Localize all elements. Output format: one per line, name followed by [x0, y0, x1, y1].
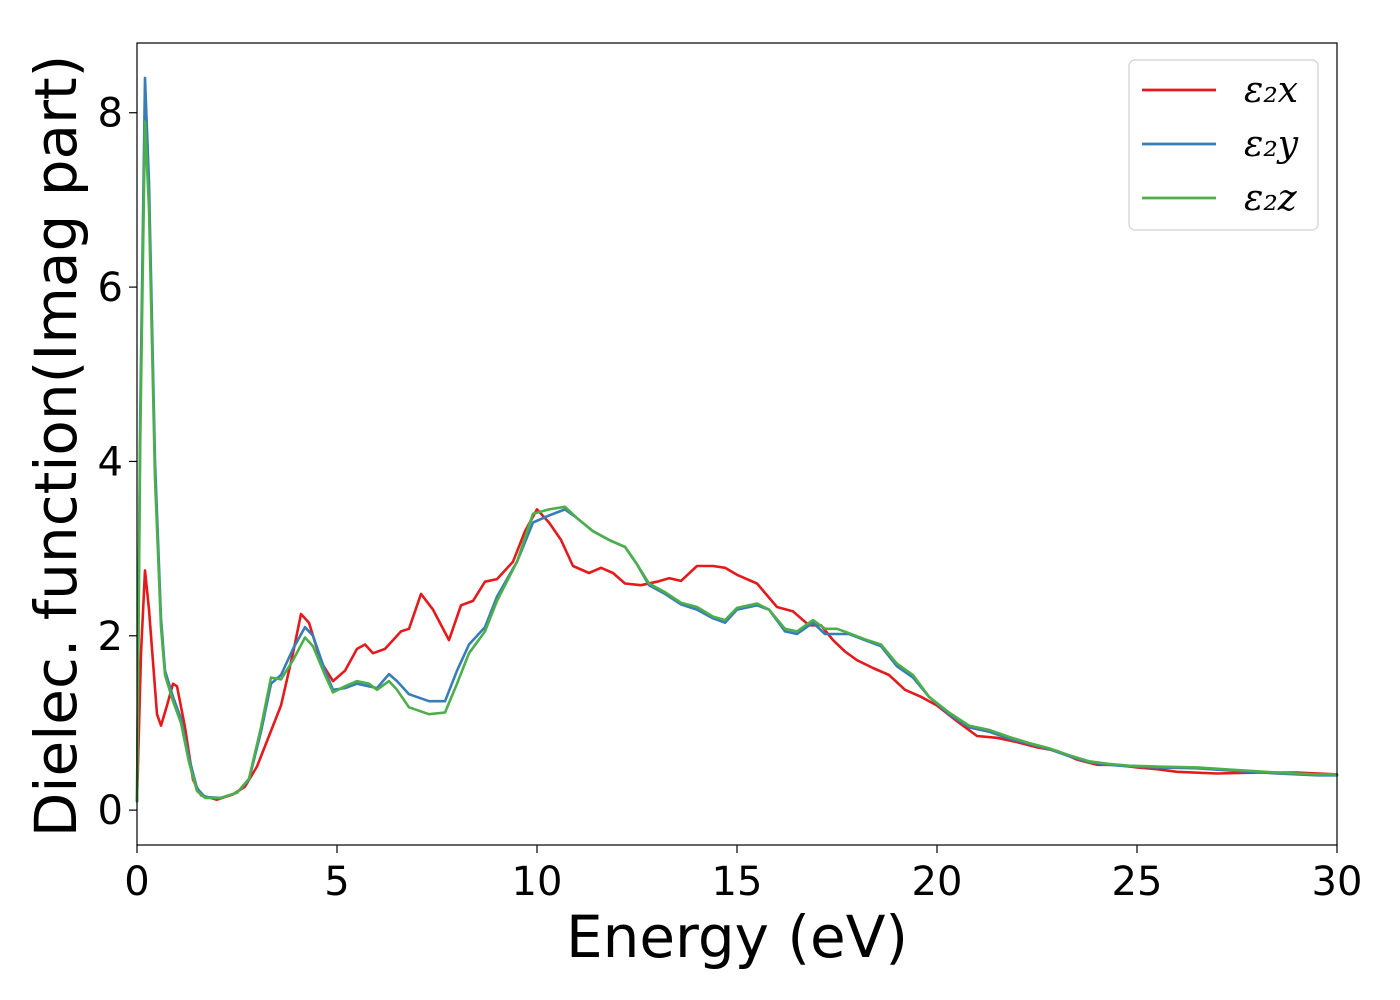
y-tick-label: 6 — [98, 265, 123, 311]
series-line-3 — [135, 120, 1339, 803]
x-tick-label: 5 — [324, 859, 349, 905]
x-tick-label: 20 — [912, 859, 963, 905]
legend-entry-2: ε₂y — [1244, 124, 1299, 165]
legend-box — [1128, 59, 1319, 231]
y-tick-label: 4 — [98, 439, 123, 485]
x-tick-label: 25 — [1112, 859, 1163, 905]
x-axis-label: Energy (eV) — [566, 903, 908, 971]
y-tick-label: 0 — [98, 788, 123, 834]
legend-entry-3: ε₂z — [1244, 178, 1298, 219]
y-tick-label: 2 — [98, 614, 123, 660]
legend-entry-1: ε₂x — [1244, 70, 1298, 111]
x-tick-label: 15 — [712, 859, 763, 905]
series-layer — [135, 76, 1339, 803]
x-axis: 0 5 10 15 20 25 30 — [124, 845, 1362, 905]
legend: ε₂x ε₂y ε₂z — [1128, 59, 1319, 231]
y-axis-label: Dielec. function(Imag part) — [22, 55, 90, 838]
y-tick-label: 8 — [98, 91, 123, 137]
x-tick-label: 10 — [512, 859, 563, 905]
x-tick-label: 30 — [1312, 859, 1363, 905]
x-tick-label: 0 — [124, 859, 149, 905]
y-axis: 0 2 4 6 8 — [98, 91, 137, 834]
